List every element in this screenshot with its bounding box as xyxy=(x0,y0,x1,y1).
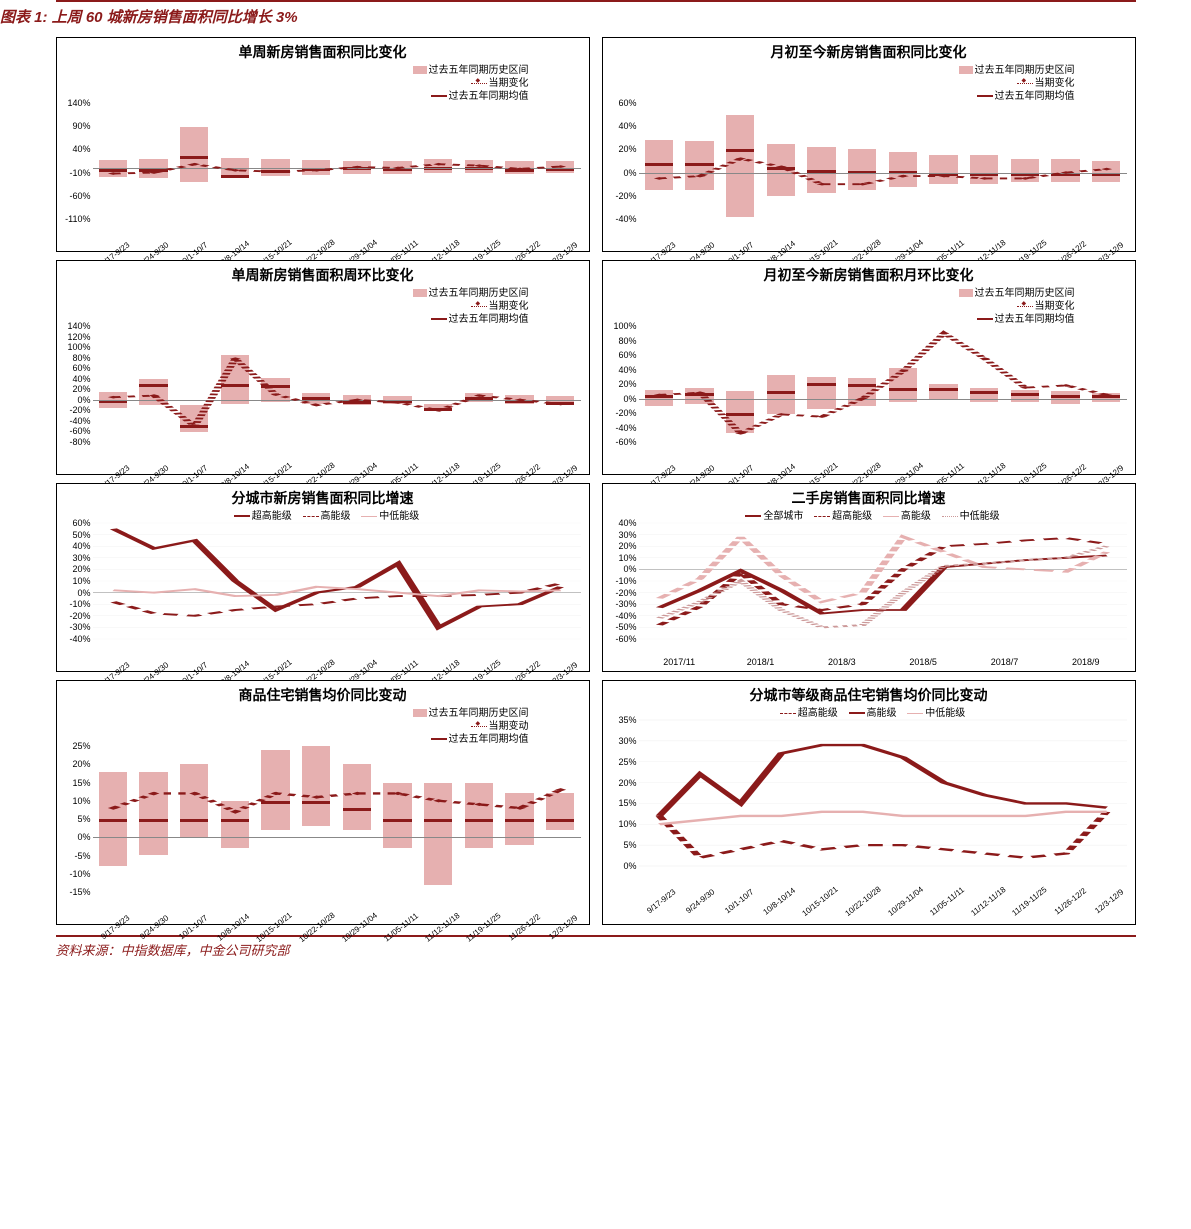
chart-title: 月初至今新房销售面积同比变化 xyxy=(603,38,1135,64)
legend: 全部城市 超高能级 高能级 中低能级 xyxy=(603,510,1135,523)
chart-header-title: 图表 1: 上周 60 城新房销售面积同比增长 3% xyxy=(0,2,1191,31)
chart-panel-c8: 分城市等级商品住宅销售均价同比变动 超高能级 高能级 中低能级 0%5%10%1… xyxy=(602,680,1136,925)
chart-panel-c2: 月初至今新房销售面积同比变化 过去五年同期历史区间 当期变化 过去五年同期均值 … xyxy=(602,37,1136,252)
chart-panel-c1: 单周新房销售面积同比变化 过去五年同期历史区间 当期变化 过去五年同期均值 -1… xyxy=(56,37,590,252)
chart-title: 单周新房销售面积同比变化 xyxy=(57,38,589,64)
chart-title: 商品住宅销售均价同比变动 xyxy=(57,681,589,707)
chart-panel-c7: 商品住宅销售均价同比变动 过去五年同期历史区间 当期变动 过去五年同期均值 -1… xyxy=(56,680,590,925)
legend: 过去五年同期历史区间 当期变化 过去五年同期均值 xyxy=(57,64,589,103)
footer-source: 资料来源：中指数据库，中金公司研究部 xyxy=(56,937,1136,969)
legend: 过去五年同期历史区间 当期变动 过去五年同期均值 xyxy=(57,707,589,746)
chart-title: 分城市新房销售面积同比增速 xyxy=(57,484,589,510)
chart-grid: 单周新房销售面积同比变化 过去五年同期历史区间 当期变化 过去五年同期均值 -1… xyxy=(56,31,1136,931)
chart-title: 二手房销售面积同比增速 xyxy=(603,484,1135,510)
chart-panel-c6: 二手房销售面积同比增速 全部城市 超高能级 高能级 中低能级 -60%-50%-… xyxy=(602,483,1136,672)
legend: 超高能级 高能级 中低能级 xyxy=(603,707,1135,720)
legend: 过去五年同期历史区间 当期变化 过去五年同期均值 xyxy=(57,287,589,326)
chart-title: 月初至今新房销售面积月环比变化 xyxy=(603,261,1135,287)
legend: 过去五年同期历史区间 当期变化 过去五年同期均值 xyxy=(603,64,1135,103)
chart-title: 单周新房销售面积周环比变化 xyxy=(57,261,589,287)
chart-panel-c4: 月初至今新房销售面积月环比变化 过去五年同期历史区间 当期变化 过去五年同期均值… xyxy=(602,260,1136,475)
chart-title: 分城市等级商品住宅销售均价同比变动 xyxy=(603,681,1135,707)
chart-panel-c3: 单周新房销售面积周环比变化 过去五年同期历史区间 当期变化 过去五年同期均值 -… xyxy=(56,260,590,475)
legend: 超高能级 高能级 中低能级 xyxy=(57,510,589,523)
chart-panel-c5: 分城市新房销售面积同比增速 超高能级 高能级 中低能级 -40%-30%-20%… xyxy=(56,483,590,672)
legend: 过去五年同期历史区间 当期变化 过去五年同期均值 xyxy=(603,287,1135,326)
